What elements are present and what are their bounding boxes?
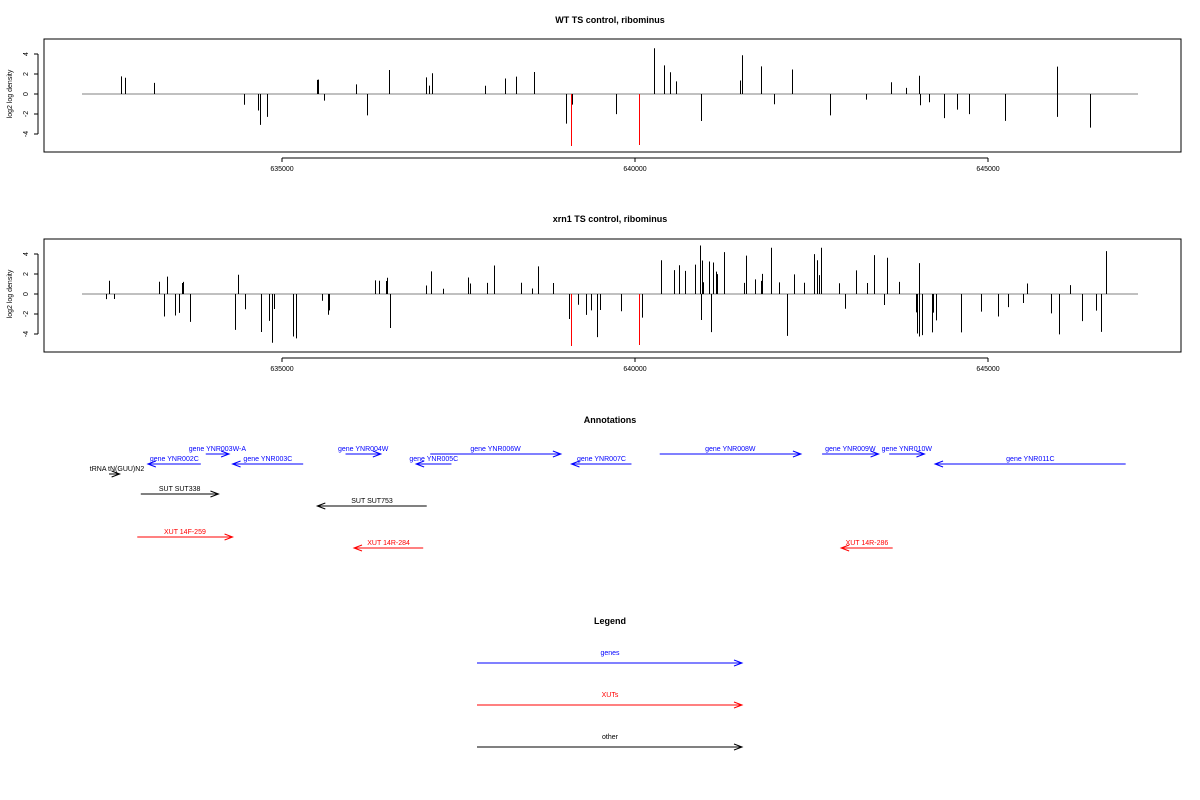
panel-wt-plot-frame — [43, 38, 1182, 153]
annotation-feature: gene YNR009W — [822, 446, 880, 458]
feature-arrow-head — [414, 460, 425, 468]
annotation-feature: tRNA tN(GUU)N2 — [90, 466, 145, 478]
legend: Legend genes XUTs other — [477, 616, 744, 751]
feature-arrow-head — [111, 470, 122, 478]
feature-label: gene YNR006W — [470, 446, 521, 453]
annotation-feature: gene YNR010W — [882, 446, 933, 458]
y-tick-label: -2 — [23, 311, 30, 317]
feature-label: gene YNR009W — [825, 446, 876, 453]
panel-wt-title: WT TS control, ribominus — [555, 15, 665, 25]
panel-xrn1-plot-frame — [43, 238, 1182, 353]
feature-label: gene YNR004W — [338, 446, 389, 453]
feature-label: gene YNR010W — [882, 446, 933, 453]
panel-wt-ylabel: log2 log density — [7, 69, 14, 118]
feature-arrow-head — [916, 450, 926, 458]
panel-xrn1-title: xrn1 TS control, ribominus — [553, 214, 668, 224]
y-tick-label: 0 — [23, 292, 30, 296]
annotation-feature: gene YNR002C — [146, 456, 201, 468]
legend-item: XUTs — [477, 692, 744, 709]
feature-arrow-head — [570, 460, 580, 468]
x-tick-label: 645000 — [976, 366, 999, 373]
annotation-feature: SUT SUT338 — [140, 486, 220, 498]
y-tick-label: 4 — [23, 252, 30, 256]
panel-xrn1-ylabel: log2 log density — [7, 269, 14, 318]
annotation-feature: XUT 14R-284 — [352, 540, 424, 552]
feature-label: gene YNR003W-A — [189, 446, 247, 453]
legend-item-label: XUTs — [602, 692, 619, 699]
y-tick-label: 2 — [23, 72, 30, 76]
feature-arrow-head — [733, 659, 744, 667]
feature-label: gene YNR008W — [705, 446, 756, 453]
x-tick-label: 645000 — [976, 166, 999, 173]
feature-label: XUT 14F-259 — [164, 529, 206, 536]
feature-label: gene YNR007C — [577, 456, 626, 463]
feature-arrow-head — [933, 460, 944, 468]
feature-label: gene YNR003C — [243, 456, 292, 463]
feature-arrow-head — [231, 460, 241, 468]
panel-xrn1-y-axis: -4 -2 0 2 4 — [23, 252, 39, 337]
feature-arrow-head — [552, 450, 563, 458]
x-tick-label: 635000 — [270, 166, 293, 173]
annotation-feature: gene YNR008W — [659, 446, 803, 458]
feature-label: SUT SUT753 — [351, 498, 393, 505]
legend-items: genes XUTs other — [477, 650, 744, 751]
feature-arrow-head — [220, 450, 231, 458]
feature-arrow-head — [792, 450, 803, 458]
feature-arrow-head — [315, 502, 326, 510]
feature-label: SUT SUT338 — [159, 486, 201, 493]
y-tick-label: -4 — [23, 131, 30, 137]
y-tick-label: 2 — [23, 272, 30, 276]
panel-wt-x-axis: 635000 640000 645000 — [270, 157, 1000, 173]
feature-arrow-head — [146, 460, 157, 468]
x-tick-label: 635000 — [270, 366, 293, 373]
annotation-features: tRNA tN(GUU)N2 gene YNR002C gene YNR003W-A… — [90, 446, 1126, 552]
legend-item-label: other — [602, 734, 619, 741]
feature-label: XUT 14R-286 — [846, 540, 889, 547]
annotation-feature: XUT 14F-259 — [137, 529, 235, 541]
feature-label: XUT 14R-284 — [367, 540, 410, 547]
legend-item: other — [477, 734, 744, 751]
feature-arrow-head — [352, 544, 363, 552]
annotation-feature: gene YNR007C — [570, 456, 632, 468]
panel-wt-y-axis: -4 -2 0 2 4 — [23, 52, 39, 137]
panel-xrn1: xrn1 TS control, ribominus log2 log dens… — [7, 214, 1182, 373]
panel-wt-bars — [82, 48, 1138, 146]
annotation-feature: gene YNR003W-A — [189, 446, 247, 458]
annotation-feature: gene YNR011C — [933, 456, 1126, 468]
feature-arrow-head — [372, 450, 383, 458]
annotation-feature: gene YNR006W — [430, 446, 563, 458]
feature-arrow-head — [839, 544, 850, 552]
x-tick-label: 640000 — [623, 166, 646, 173]
annotation-feature: gene YNR005C — [409, 456, 458, 468]
annotation-feature: XUT 14R-286 — [839, 540, 893, 552]
annotation-feature: SUT SUT753 — [315, 498, 427, 510]
annotation-feature: gene YNR003C — [231, 456, 304, 468]
feature-arrow-head — [733, 743, 744, 751]
feature-arrow-head — [210, 490, 220, 498]
feature-arrow-head — [870, 450, 880, 458]
panel-xrn1-x-axis: 635000 640000 645000 — [270, 357, 1000, 373]
y-tick-label: -2 — [23, 111, 30, 117]
annotations-title: Annotations — [584, 415, 637, 425]
x-tick-label: 640000 — [623, 366, 646, 373]
feature-arrow-head — [733, 701, 744, 709]
feature-label: gene YNR011C — [1006, 456, 1054, 463]
legend-title: Legend — [594, 616, 626, 626]
panel-xrn1-bars — [82, 245, 1138, 346]
panel-wt: WT TS control, ribominus log2 log densit… — [7, 15, 1182, 173]
feature-label: tRNA tN(GUU)N2 — [90, 466, 145, 473]
annotations-panel: Annotations tRNA tN(GUU)N2 gene YNR002C ge… — [90, 415, 1126, 552]
legend-item-label: genes — [600, 650, 620, 657]
y-tick-label: -4 — [23, 331, 30, 337]
y-tick-label: 4 — [23, 52, 30, 56]
y-tick-label: 0 — [23, 92, 30, 96]
feature-arrow-head — [224, 533, 235, 541]
legend-item: genes — [477, 650, 744, 667]
annotation-feature: gene YNR004W — [338, 446, 389, 458]
feature-label: gene YNR005C — [409, 456, 458, 463]
feature-label: gene YNR002C — [150, 456, 199, 463]
